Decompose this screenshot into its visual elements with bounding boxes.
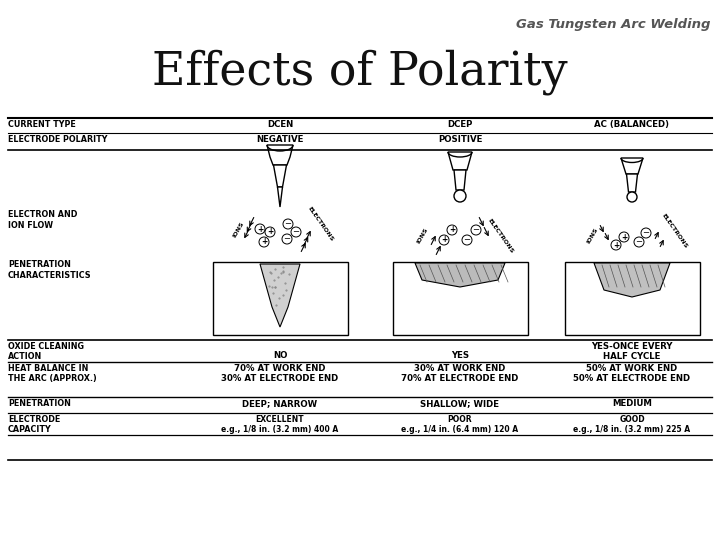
Circle shape xyxy=(641,228,651,238)
Text: ELECTRODE POLARITY: ELECTRODE POLARITY xyxy=(8,135,107,144)
Text: +: + xyxy=(261,238,267,246)
Circle shape xyxy=(291,227,301,237)
Circle shape xyxy=(627,192,637,202)
Polygon shape xyxy=(277,187,282,207)
Circle shape xyxy=(471,225,481,235)
Circle shape xyxy=(619,232,629,242)
Text: 70% AT WORK END
30% AT ELECTRODE END: 70% AT WORK END 30% AT ELECTRODE END xyxy=(221,364,338,383)
Polygon shape xyxy=(594,263,670,297)
Bar xyxy=(212,262,348,335)
Circle shape xyxy=(283,219,293,229)
Polygon shape xyxy=(267,145,293,165)
Polygon shape xyxy=(626,174,637,192)
Text: NEGATIVE: NEGATIVE xyxy=(256,135,304,144)
Text: −: − xyxy=(464,235,470,245)
Text: ELECTRONS: ELECTRONS xyxy=(486,218,514,254)
Circle shape xyxy=(447,225,457,235)
Text: ELECTRONS: ELECTRONS xyxy=(306,206,334,243)
Text: +: + xyxy=(257,225,263,233)
Polygon shape xyxy=(454,170,466,190)
Text: DEEP; NARROW: DEEP; NARROW xyxy=(243,399,318,408)
Circle shape xyxy=(265,227,275,237)
Text: ELECTRONS: ELECTRONS xyxy=(660,213,688,249)
Text: POOR
e.g., 1/4 in. (6.4 mm) 120 A: POOR e.g., 1/4 in. (6.4 mm) 120 A xyxy=(402,415,518,434)
Text: YES: YES xyxy=(451,351,469,360)
Text: Effects of Polarity: Effects of Polarity xyxy=(152,49,568,95)
Text: ELECTRON AND
ION FLOW: ELECTRON AND ION FLOW xyxy=(8,210,77,230)
Text: 30% AT WORK END
70% AT ELECTRODE END: 30% AT WORK END 70% AT ELECTRODE END xyxy=(401,364,518,383)
Text: −: − xyxy=(472,226,480,234)
Text: +: + xyxy=(621,233,627,241)
Polygon shape xyxy=(415,263,505,287)
Circle shape xyxy=(454,190,466,202)
Circle shape xyxy=(439,235,449,245)
Circle shape xyxy=(255,224,265,234)
Bar xyxy=(392,262,528,335)
Text: SHALLOW; WIDE: SHALLOW; WIDE xyxy=(420,399,500,408)
Text: YES-ONCE EVERY
HALF CYCLE: YES-ONCE EVERY HALF CYCLE xyxy=(591,342,672,361)
Text: ELECTRODE
CAPACITY: ELECTRODE CAPACITY xyxy=(8,415,60,434)
Circle shape xyxy=(282,234,292,244)
Text: HEAT BALANCE IN
THE ARC (APPROX.): HEAT BALANCE IN THE ARC (APPROX.) xyxy=(8,364,96,383)
Text: PENETRATION
CHARACTERISTICS: PENETRATION CHARACTERISTICS xyxy=(8,260,91,280)
Text: +: + xyxy=(613,240,619,249)
Polygon shape xyxy=(621,158,643,174)
Text: IONS: IONS xyxy=(415,227,428,245)
Text: −: − xyxy=(292,227,300,237)
Text: DCEN: DCEN xyxy=(267,120,293,129)
Text: 50% AT WORK END
50% AT ELECTRODE END: 50% AT WORK END 50% AT ELECTRODE END xyxy=(573,364,690,383)
Text: CURRENT TYPE: CURRENT TYPE xyxy=(8,120,76,129)
Text: AC (BALANCED): AC (BALANCED) xyxy=(595,120,670,129)
Circle shape xyxy=(611,240,621,250)
Text: IONS: IONS xyxy=(231,221,245,238)
Text: EXCELLENT
e.g., 1/8 in. (3.2 mm) 400 A: EXCELLENT e.g., 1/8 in. (3.2 mm) 400 A xyxy=(221,415,338,434)
Text: DCEP: DCEP xyxy=(447,120,473,129)
Text: OXIDE CLEANING
ACTION: OXIDE CLEANING ACTION xyxy=(8,342,84,361)
Text: −: − xyxy=(284,234,290,244)
Polygon shape xyxy=(260,264,300,327)
Text: POSITIVE: POSITIVE xyxy=(438,135,482,144)
Text: NO: NO xyxy=(273,351,287,360)
Text: +: + xyxy=(267,227,273,237)
Circle shape xyxy=(634,237,644,247)
Polygon shape xyxy=(274,165,287,187)
Text: −: − xyxy=(636,238,642,246)
Text: Gas Tungsten Arc Welding: Gas Tungsten Arc Welding xyxy=(516,18,710,31)
Text: −: − xyxy=(642,228,649,238)
Text: −: − xyxy=(284,219,292,228)
Text: +: + xyxy=(449,226,455,234)
Text: IONS: IONS xyxy=(585,227,598,245)
Polygon shape xyxy=(448,152,472,170)
Text: +: + xyxy=(441,235,447,245)
Bar xyxy=(564,262,700,335)
Circle shape xyxy=(259,237,269,247)
Text: MEDIUM: MEDIUM xyxy=(612,399,652,408)
Text: GOOD
e.g., 1/8 in. (3.2 mm) 225 A: GOOD e.g., 1/8 in. (3.2 mm) 225 A xyxy=(573,415,690,434)
Text: PENETRATION: PENETRATION xyxy=(8,399,71,408)
Circle shape xyxy=(462,235,472,245)
